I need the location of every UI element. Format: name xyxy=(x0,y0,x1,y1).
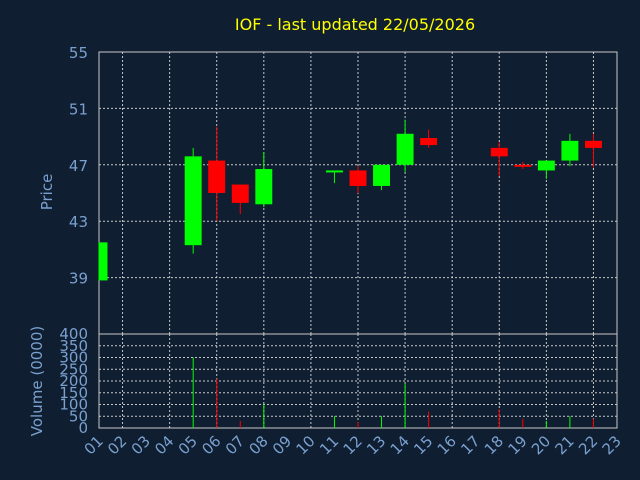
price-y-tick-labels: 39 43 47 51 55 xyxy=(69,44,88,288)
candle-body xyxy=(325,170,343,173)
volume-bars xyxy=(192,357,594,428)
volume-y-tick-label: 200 xyxy=(59,372,88,390)
volume-axis-label: Volume (0000) xyxy=(28,326,46,436)
x-tick-labels: 0102030405060708091011121314151617181920… xyxy=(81,432,625,458)
volume-y-tick-label: 300 xyxy=(59,349,88,367)
price-axis-label: Price xyxy=(38,174,56,211)
candle-body xyxy=(231,184,249,203)
candle-body xyxy=(373,164,391,186)
chart-title: IOF - last updated 22/05/2026 xyxy=(235,15,475,34)
candle xyxy=(490,142,508,177)
candle-body xyxy=(420,138,438,146)
volume-y-tick-label: 100 xyxy=(59,396,88,414)
candle xyxy=(349,166,367,193)
volume-y-tick-label: 350 xyxy=(59,337,88,355)
volume-y-tick-label: 250 xyxy=(59,360,88,378)
candle-body xyxy=(490,147,508,157)
candle-body xyxy=(537,160,555,171)
volume-y-tick-label: 400 xyxy=(59,325,88,343)
candle xyxy=(184,147,202,254)
candle xyxy=(98,242,108,281)
candle xyxy=(514,161,532,170)
candle xyxy=(208,126,226,222)
candle xyxy=(584,133,602,168)
candle-body xyxy=(208,160,226,193)
price-y-tick-label: 51 xyxy=(69,100,88,118)
volume-y-tick-label: 150 xyxy=(59,384,88,402)
candle-body xyxy=(584,140,602,148)
x-axis-label: Day xyxy=(333,457,363,475)
price-y-tick-label: 47 xyxy=(69,157,88,175)
candle xyxy=(373,164,391,191)
candle-body xyxy=(514,164,532,167)
candle xyxy=(396,119,414,172)
candle xyxy=(561,133,579,167)
candle-body xyxy=(184,156,202,246)
candle xyxy=(325,170,343,184)
candle xyxy=(255,152,273,208)
candle xyxy=(231,184,249,215)
candle-body xyxy=(561,140,579,161)
price-y-tick-label: 39 xyxy=(69,270,88,288)
candle-body xyxy=(255,169,273,205)
volume-y-tick-label: 0 xyxy=(78,419,88,437)
volume-y-tick-label: 50 xyxy=(69,407,88,425)
candle xyxy=(420,129,438,148)
price-y-tick-label: 55 xyxy=(69,44,88,62)
price-y-tick-label: 43 xyxy=(69,213,88,231)
candle-body xyxy=(99,242,108,281)
candle xyxy=(537,160,555,179)
candles xyxy=(98,119,602,281)
candle-body xyxy=(349,170,367,186)
candle-body xyxy=(396,133,414,165)
